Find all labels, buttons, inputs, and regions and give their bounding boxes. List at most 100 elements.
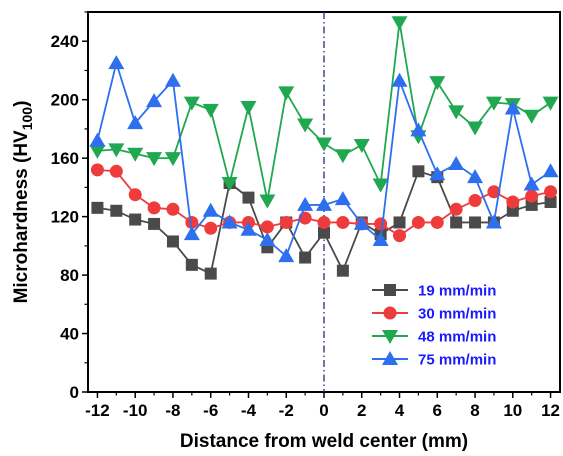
data-point bbox=[164, 72, 181, 87]
legend-label: 48 mm/min bbox=[418, 329, 496, 346]
data-point bbox=[259, 232, 276, 246]
data-point bbox=[202, 202, 219, 217]
data-point bbox=[110, 204, 123, 217]
data-point bbox=[164, 152, 181, 167]
y-tick-label: 80 bbox=[60, 266, 79, 285]
y-tick-label: 40 bbox=[60, 325, 79, 344]
data-point bbox=[299, 251, 312, 264]
data-point bbox=[506, 204, 519, 217]
data-point bbox=[372, 232, 389, 246]
x-tick-label: -4 bbox=[241, 401, 257, 420]
data-point bbox=[429, 76, 446, 91]
data-point bbox=[166, 235, 179, 248]
data-point bbox=[279, 215, 293, 229]
data-point bbox=[429, 166, 446, 181]
data-point bbox=[297, 118, 314, 133]
data-point bbox=[316, 196, 332, 211]
data-point bbox=[448, 105, 465, 120]
data-point bbox=[221, 177, 238, 191]
data-point bbox=[127, 147, 144, 162]
x-axis-title: Distance from weld center (mm) bbox=[180, 431, 468, 452]
x-tick-label: 12 bbox=[541, 401, 560, 420]
data-point bbox=[242, 191, 255, 204]
data-point bbox=[449, 202, 463, 216]
x-tick-label: 8 bbox=[470, 401, 479, 420]
x-tick-label: -6 bbox=[203, 401, 218, 420]
legend-marker bbox=[383, 306, 397, 320]
data-point bbox=[146, 152, 163, 167]
x-tick-label: 10 bbox=[503, 401, 522, 420]
data-point bbox=[542, 96, 559, 111]
data-point bbox=[90, 163, 104, 177]
data-point bbox=[89, 132, 106, 147]
data-point bbox=[525, 198, 538, 211]
legend-marker bbox=[382, 330, 398, 344]
series-layer bbox=[89, 16, 559, 280]
legend-label: 19 mm/min bbox=[418, 283, 496, 300]
data-point bbox=[523, 176, 540, 191]
y-axis-title-main: Microhardness (HV bbox=[11, 130, 32, 303]
data-point bbox=[485, 96, 502, 111]
data-point bbox=[204, 267, 217, 280]
data-point bbox=[166, 202, 180, 216]
data-point bbox=[240, 221, 257, 236]
x-tick-label: -2 bbox=[279, 401, 294, 420]
data-point bbox=[393, 216, 406, 229]
data-point bbox=[109, 164, 123, 178]
data-point bbox=[374, 217, 388, 231]
data-point bbox=[202, 103, 219, 118]
data-point bbox=[147, 201, 161, 215]
data-point bbox=[544, 185, 558, 199]
data-point bbox=[372, 178, 389, 193]
x-tick-label: 6 bbox=[433, 401, 442, 420]
data-point bbox=[336, 264, 349, 277]
legend-label: 75 mm/min bbox=[418, 352, 496, 369]
data-point bbox=[542, 163, 559, 178]
x-tick-label: -10 bbox=[123, 401, 148, 420]
data-point bbox=[506, 195, 520, 209]
data-point bbox=[504, 100, 521, 115]
data-point bbox=[412, 165, 425, 178]
data-point bbox=[128, 188, 142, 202]
data-point bbox=[467, 121, 484, 136]
data-point bbox=[316, 137, 332, 152]
legend: 19 mm/min 30 mm/min 48 mm/min 75 mm/min bbox=[372, 283, 496, 369]
data-point bbox=[146, 93, 163, 108]
data-point bbox=[468, 194, 482, 208]
data-point bbox=[183, 96, 200, 111]
y-tick-label: 240 bbox=[51, 32, 79, 51]
data-point bbox=[353, 215, 370, 230]
data-point bbox=[89, 144, 106, 159]
data-point bbox=[393, 229, 407, 243]
data-point bbox=[411, 215, 425, 229]
data-point bbox=[448, 156, 465, 170]
data-point bbox=[91, 201, 104, 214]
data-point bbox=[108, 55, 125, 70]
data-point bbox=[317, 215, 331, 229]
data-point bbox=[185, 258, 198, 271]
data-point bbox=[523, 109, 540, 124]
data-point bbox=[260, 220, 274, 234]
data-point bbox=[240, 101, 257, 115]
y-tick-label: 0 bbox=[70, 383, 79, 402]
y-axis-title: Microhardness (HV100) bbox=[11, 101, 35, 304]
y-tick-label: 160 bbox=[51, 149, 79, 168]
data-point bbox=[469, 216, 482, 229]
data-point bbox=[410, 122, 427, 137]
legend-label: 30 mm/min bbox=[418, 306, 496, 323]
data-point bbox=[297, 196, 314, 211]
x-tick-label: 0 bbox=[319, 401, 328, 420]
data-point bbox=[129, 213, 142, 226]
series-30-mm-per-min bbox=[90, 163, 558, 243]
legend-marker bbox=[382, 351, 398, 365]
legend-marker bbox=[384, 284, 396, 296]
data-point bbox=[450, 216, 463, 229]
data-point bbox=[485, 214, 502, 229]
data-point bbox=[278, 86, 295, 101]
data-point bbox=[318, 226, 330, 239]
data-point bbox=[278, 248, 295, 263]
x-tick-label: -12 bbox=[85, 401, 110, 420]
x-tick-label: 2 bbox=[357, 401, 366, 420]
